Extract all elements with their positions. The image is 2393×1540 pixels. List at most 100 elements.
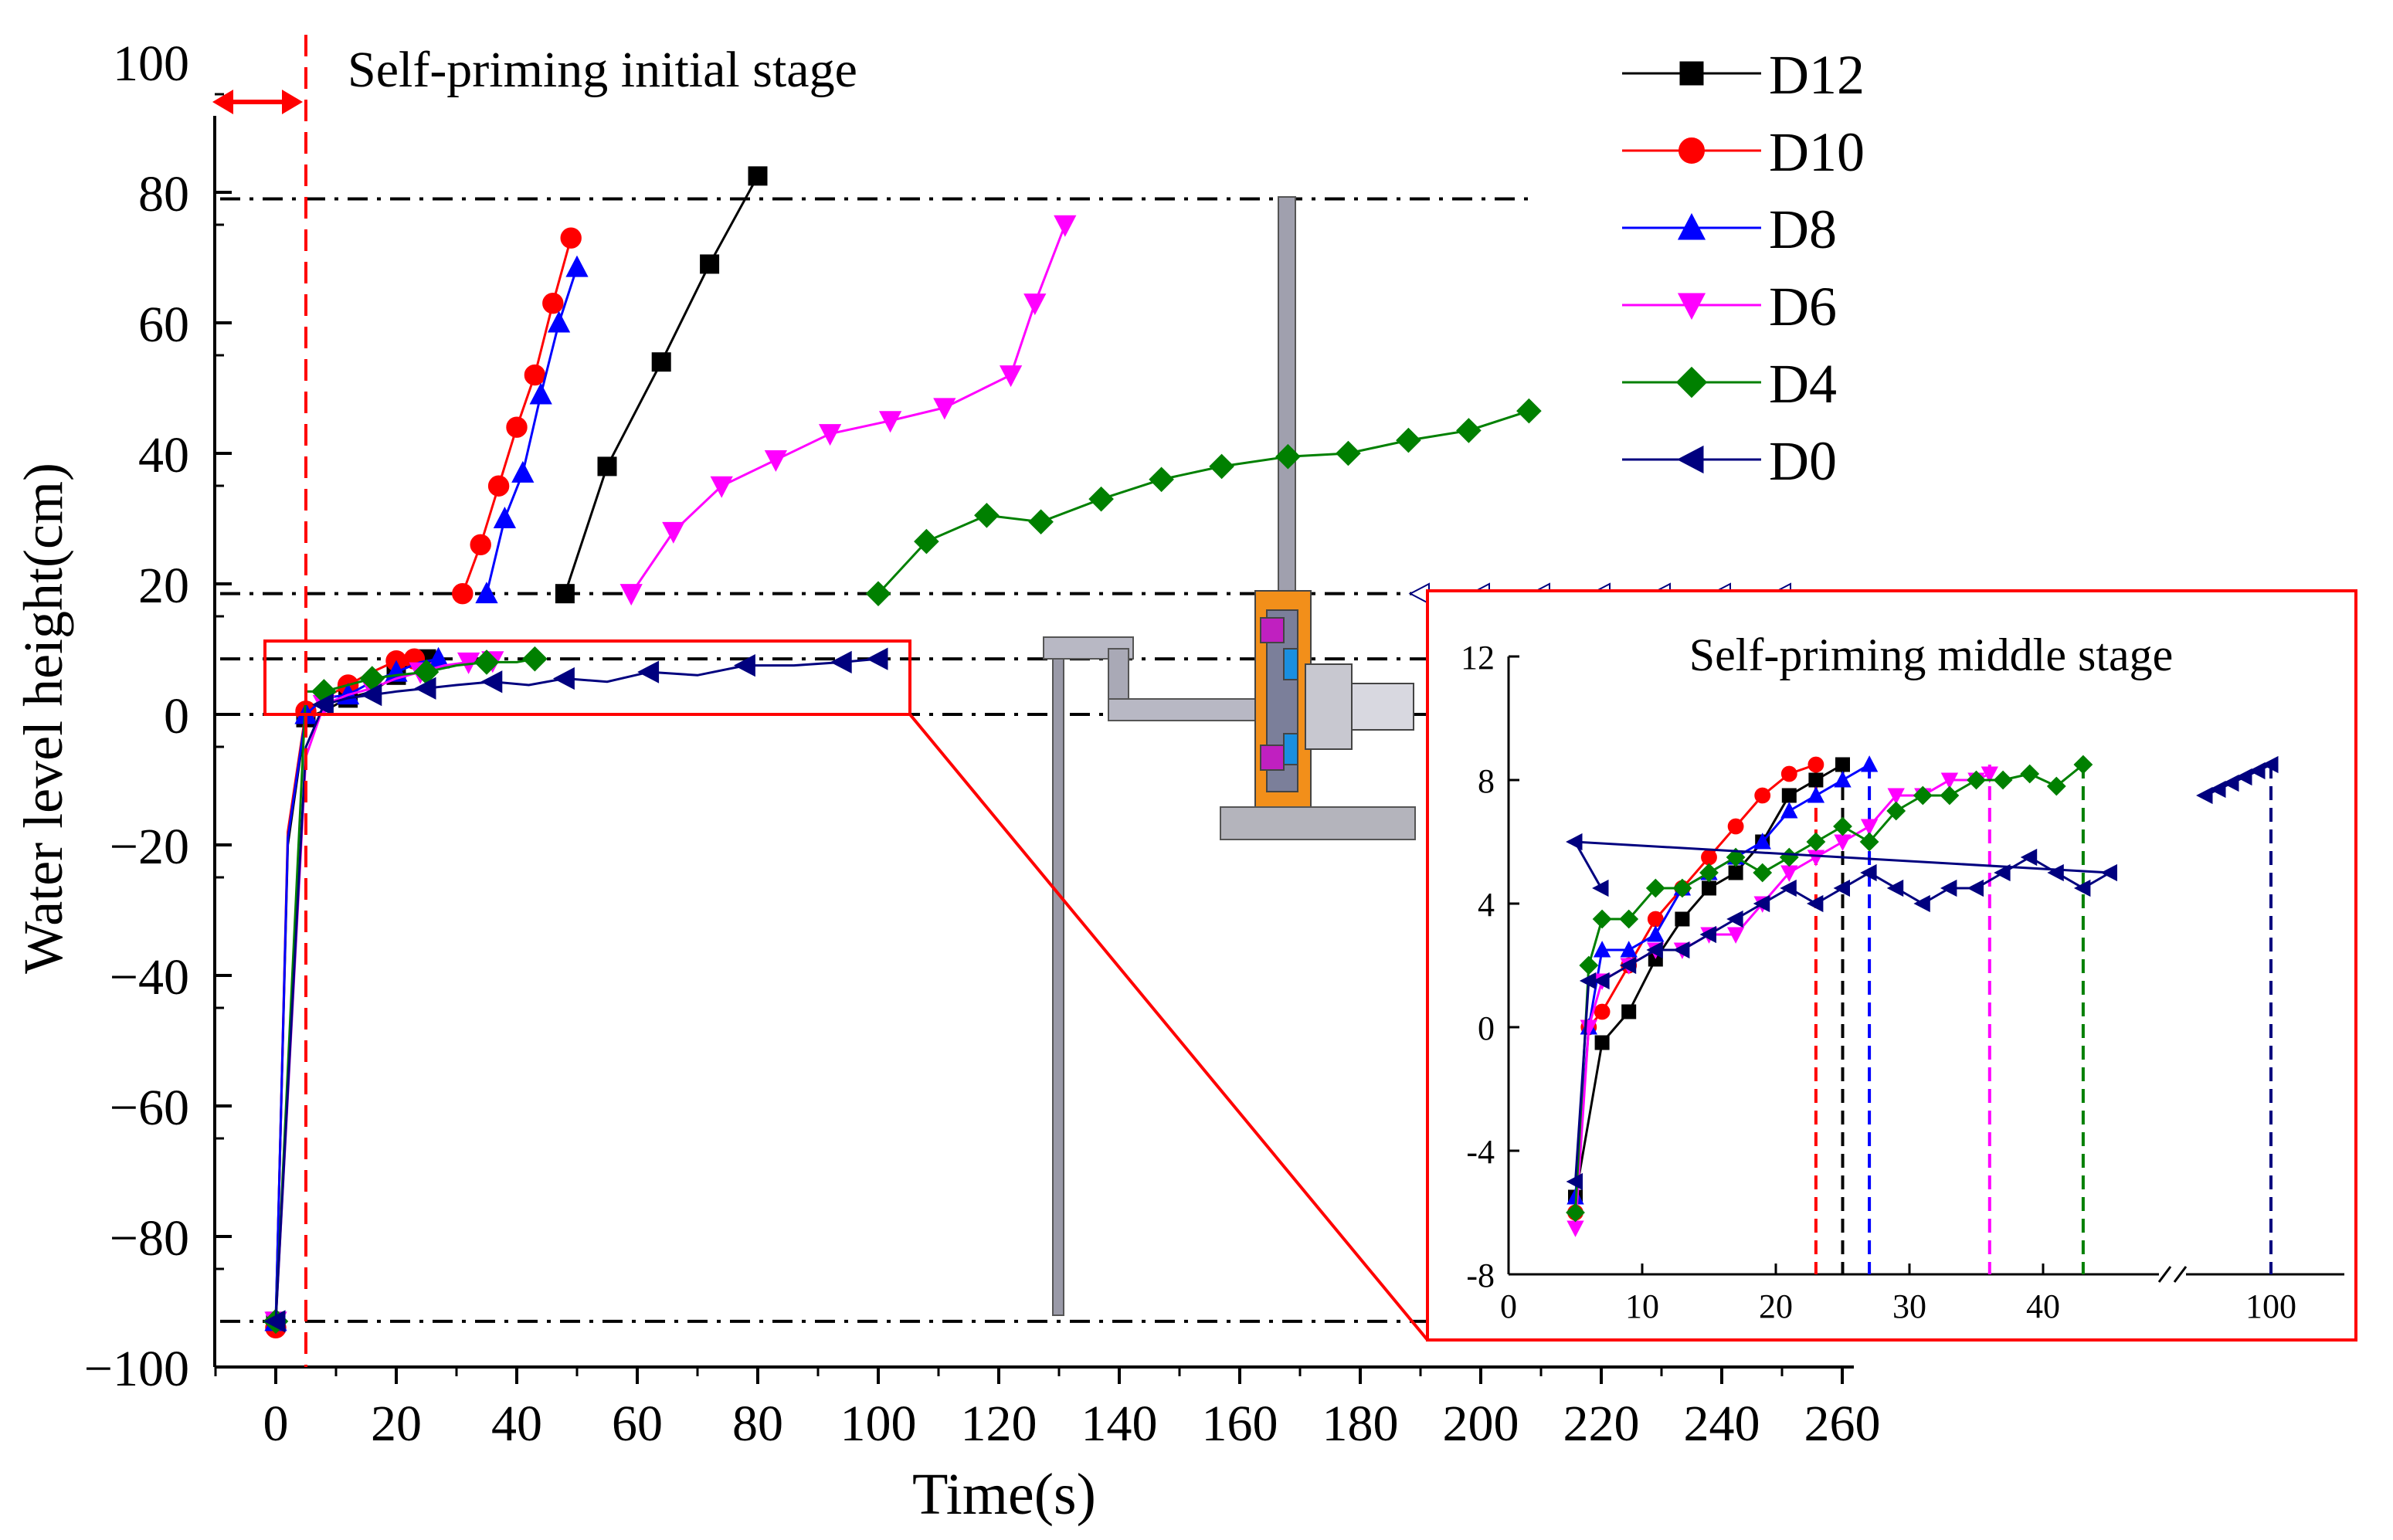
inset-point-D10: [1727, 818, 1744, 835]
inset-point-D4: [1579, 955, 1599, 975]
inset-frame: [1426, 589, 2357, 1342]
x-tick-label: 60: [612, 1396, 663, 1452]
series-D12: [266, 166, 768, 1331]
series-line-D8: [274, 657, 439, 1321]
axis-break-mark: [2173, 1266, 2188, 1283]
motor-shaft: [1351, 683, 1414, 731]
inset-point-D4: [1967, 770, 1986, 790]
inset-point-D0: [2209, 780, 2226, 799]
rise-point-D4: [914, 528, 939, 555]
inset-point-D12: [1621, 1004, 1637, 1019]
x-tick-label: 180: [1322, 1396, 1399, 1452]
legend-label: D4: [1769, 353, 1837, 415]
inset-point-D0: [2196, 786, 2213, 805]
inset-y-tick-label: -8: [1466, 1257, 1495, 1294]
inset-point-D4: [1566, 1202, 1585, 1223]
inset-x-tick-label: 0: [1500, 1287, 1517, 1325]
inset-point-D4: [1806, 832, 1826, 852]
inset-point-D6: [1981, 766, 1998, 783]
x-axis-label: Time(s): [912, 1462, 1096, 1527]
zoom-region-box: [263, 639, 911, 716]
series-D10: [265, 227, 582, 1339]
axis-break-mark: [2157, 1266, 2172, 1283]
motor-housing: [1305, 663, 1353, 750]
inset-point-D8: [1620, 941, 1638, 958]
rise-point-D10: [470, 534, 491, 555]
y-tick-label: −80: [110, 1210, 189, 1267]
inset-point-D4: [2046, 776, 2066, 796]
rise-point-D12: [748, 166, 768, 186]
inset-point-D12: [1594, 1035, 1610, 1050]
inset-point-D12: [1728, 865, 1743, 880]
inset-point-D0: [1619, 956, 1637, 975]
rise-point-D10: [524, 364, 546, 386]
legend-marker-D8: [1677, 212, 1706, 240]
stage-arrow-right-head: [282, 90, 303, 114]
inset-x-tick-label: 20: [1759, 1287, 1793, 1325]
inset-point-D0: [1753, 894, 1770, 913]
inset-y-tick-label: 4: [1478, 886, 1495, 924]
y-tick-label: 40: [138, 427, 189, 483]
inset-series-D4: [1566, 755, 2093, 1223]
data-point-D0: [552, 667, 575, 690]
vertical-pipe: [1052, 643, 1064, 1316]
x-tick-label: 20: [371, 1396, 422, 1452]
y-tick-label: −60: [110, 1080, 189, 1136]
rise-point-D4: [1088, 486, 1114, 512]
inset-point-D10: [1594, 1003, 1611, 1020]
rise-point-D10: [452, 582, 474, 605]
data-point-D0: [830, 650, 852, 674]
rise-point-D12: [700, 254, 720, 274]
rise-line-D6: [630, 224, 1067, 595]
inset-point-D8: [1834, 771, 1852, 788]
data-point-D0: [637, 660, 660, 684]
rise-point-D6: [878, 411, 902, 433]
inset-point-D6: [1860, 819, 1879, 836]
pump-schematic-illustration: [1043, 196, 1416, 1316]
inset-point-D10: [1701, 849, 1717, 866]
rise-point-D12: [597, 456, 617, 477]
inset-point-D0: [1860, 863, 1877, 882]
legend-item-D0: D0: [1622, 430, 1837, 492]
rise-point-D8: [529, 382, 552, 405]
inset-x-tick-label: 40: [2026, 1287, 2060, 1325]
rise-point-D4: [1209, 453, 1234, 480]
legend-label: D0: [1769, 430, 1837, 492]
inset-point-D8: [1593, 941, 1611, 958]
legend-label: D10: [1769, 121, 1865, 183]
legend-item-D6: D6: [1622, 276, 1837, 338]
data-point-D0: [360, 684, 382, 707]
y-tick-label: −20: [110, 819, 189, 875]
inset-point-D4: [1859, 832, 1879, 852]
inset-point-D0: [2020, 848, 2038, 867]
inset-point-D10: [1807, 756, 1824, 773]
inset-title: Self-priming middle stage: [1689, 629, 2174, 680]
initial-stage-marker: [212, 35, 307, 1367]
series-line-D10: [274, 657, 415, 1328]
legend-label: D8: [1769, 198, 1837, 260]
rise-point-D6: [999, 365, 1023, 388]
inset-point-D0: [2100, 863, 2117, 882]
legend-marker-D6: [1677, 293, 1706, 321]
impeller-upper: [1283, 648, 1298, 680]
legend-item-D12: D12: [1622, 44, 1865, 106]
data-point-D4: [474, 650, 500, 675]
legend-marker-D0: [1676, 445, 1704, 474]
rise-point-D8: [475, 582, 498, 604]
x-tick-label: 100: [840, 1396, 917, 1452]
inset-point-D0: [1780, 879, 1797, 897]
series-D4: [263, 398, 1542, 1335]
rise-point-D6: [662, 521, 685, 544]
inset-point-D0: [1592, 879, 1609, 897]
data-point-D0: [733, 653, 755, 677]
series-D6: [264, 215, 1077, 1334]
rise-point-D4: [1336, 440, 1361, 466]
y-tick-label: 80: [138, 166, 189, 222]
horizontal-pipe: [1108, 698, 1271, 721]
inset-point-D12: [1781, 788, 1797, 803]
inset-x-tick-label: 100: [2245, 1287, 2296, 1325]
inset-point-D0: [1833, 879, 1850, 897]
inset-point-D4: [1619, 909, 1639, 929]
inset-point-D0: [1566, 833, 1583, 851]
rise-point-D6: [818, 424, 842, 446]
